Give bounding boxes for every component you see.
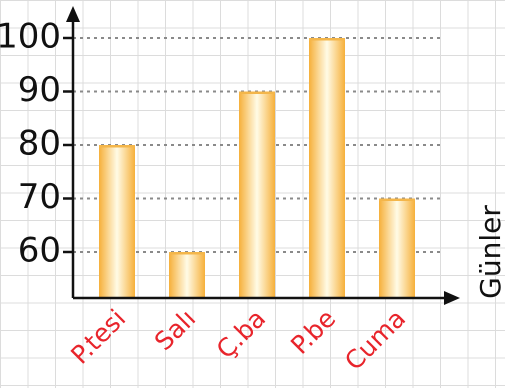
y-tick-label: 80 <box>18 124 61 164</box>
x-category-label: Ç.ba <box>211 304 272 365</box>
x-category-label: P.tesi <box>65 304 131 370</box>
bar-top <box>239 91 275 94</box>
bars <box>99 38 415 298</box>
y-ticks: 60 70 80 90 100 <box>0 17 73 271</box>
y-axis-arrow-icon <box>66 6 80 22</box>
y-tick-label: 70 <box>18 177 61 217</box>
x-category-label: Salı <box>149 304 201 356</box>
x-axis-title: Günler <box>474 205 505 299</box>
y-tick-label: 90 <box>18 70 61 110</box>
y-tick-label: 60 <box>18 231 61 271</box>
y-tick-label: 100 <box>0 17 61 57</box>
x-axis-arrow-icon <box>444 291 460 305</box>
bar <box>169 252 205 298</box>
bar-top <box>379 198 415 201</box>
bar <box>99 145 135 298</box>
x-category-label: Cuma <box>339 304 411 376</box>
bar <box>379 198 415 298</box>
bar <box>309 38 345 298</box>
bar <box>239 91 275 298</box>
x-category-label: P.be <box>285 304 341 360</box>
bar-top <box>169 252 205 255</box>
bar-top <box>309 38 345 41</box>
bar-top <box>99 145 135 148</box>
